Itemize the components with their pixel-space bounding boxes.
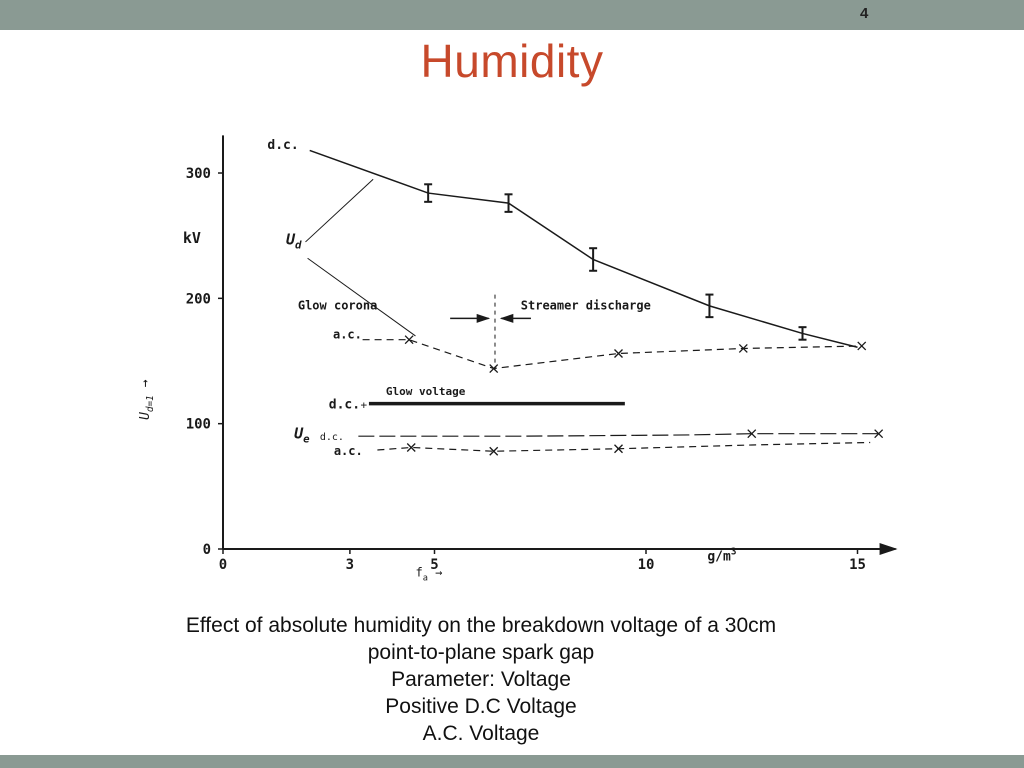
caption-line: Positive D.C Voltage [385, 695, 577, 718]
svg-text:d.c.: d.c. [329, 398, 360, 413]
svg-text:Ue: Ue [294, 425, 310, 446]
caption-line: Effect of absolute humidity on the break… [185, 614, 777, 637]
svg-text:d.c.: d.c. [267, 138, 298, 153]
svg-text:15: 15 [849, 557, 866, 573]
figure-caption: Effect of absolute humidity on the break… [0, 612, 962, 747]
svg-text:Glow voltage: Glow voltage [386, 385, 466, 398]
svg-text:Ud: Ud [286, 230, 302, 251]
svg-text:fa →: fa → [415, 566, 442, 584]
svg-text:g/m3: g/m3 [707, 546, 736, 564]
humidity-breakdown-chart: 0 3 5 10 15 0 100 200 300 d.c. Ud Glow corona Stream… [128, 106, 928, 606]
chart-canvas: 0 3 5 10 15 0 100 200 300 d.c. Ud Glow corona Stream… [138, 135, 898, 584]
svg-text:kV: kV [183, 229, 201, 247]
svg-text:a.c.: a.c. [333, 327, 362, 341]
svg-text:0: 0 [203, 542, 211, 558]
svg-text:10: 10 [638, 557, 655, 573]
svg-text:Ud=1 →: Ud=1 → [138, 379, 156, 420]
svg-text:Glow corona: Glow corona [298, 299, 377, 313]
page-title: Humidity [420, 35, 604, 87]
caption-line: Parameter: Voltage [391, 668, 571, 691]
svg-text:100: 100 [186, 417, 211, 433]
bottom-accent-bar [0, 755, 1024, 768]
svg-text:d.c.: d.c. [320, 432, 344, 443]
svg-text:300: 300 [186, 166, 211, 182]
svg-text:a.c.: a.c. [334, 444, 363, 458]
svg-text:200: 200 [186, 291, 211, 307]
svg-text:3: 3 [346, 557, 354, 573]
svg-text:Streamer discharge: Streamer discharge [521, 299, 651, 313]
caption-line: point-to-plane spark gap [367, 641, 595, 664]
svg-text:+: + [360, 399, 367, 412]
slide-number: 4 [860, 5, 869, 22]
top-accent-bar: 4 [0, 0, 1024, 30]
svg-text:0: 0 [219, 557, 227, 573]
caption-line: A.C. Voltage [422, 722, 540, 745]
svg-text:5: 5 [430, 557, 438, 573]
